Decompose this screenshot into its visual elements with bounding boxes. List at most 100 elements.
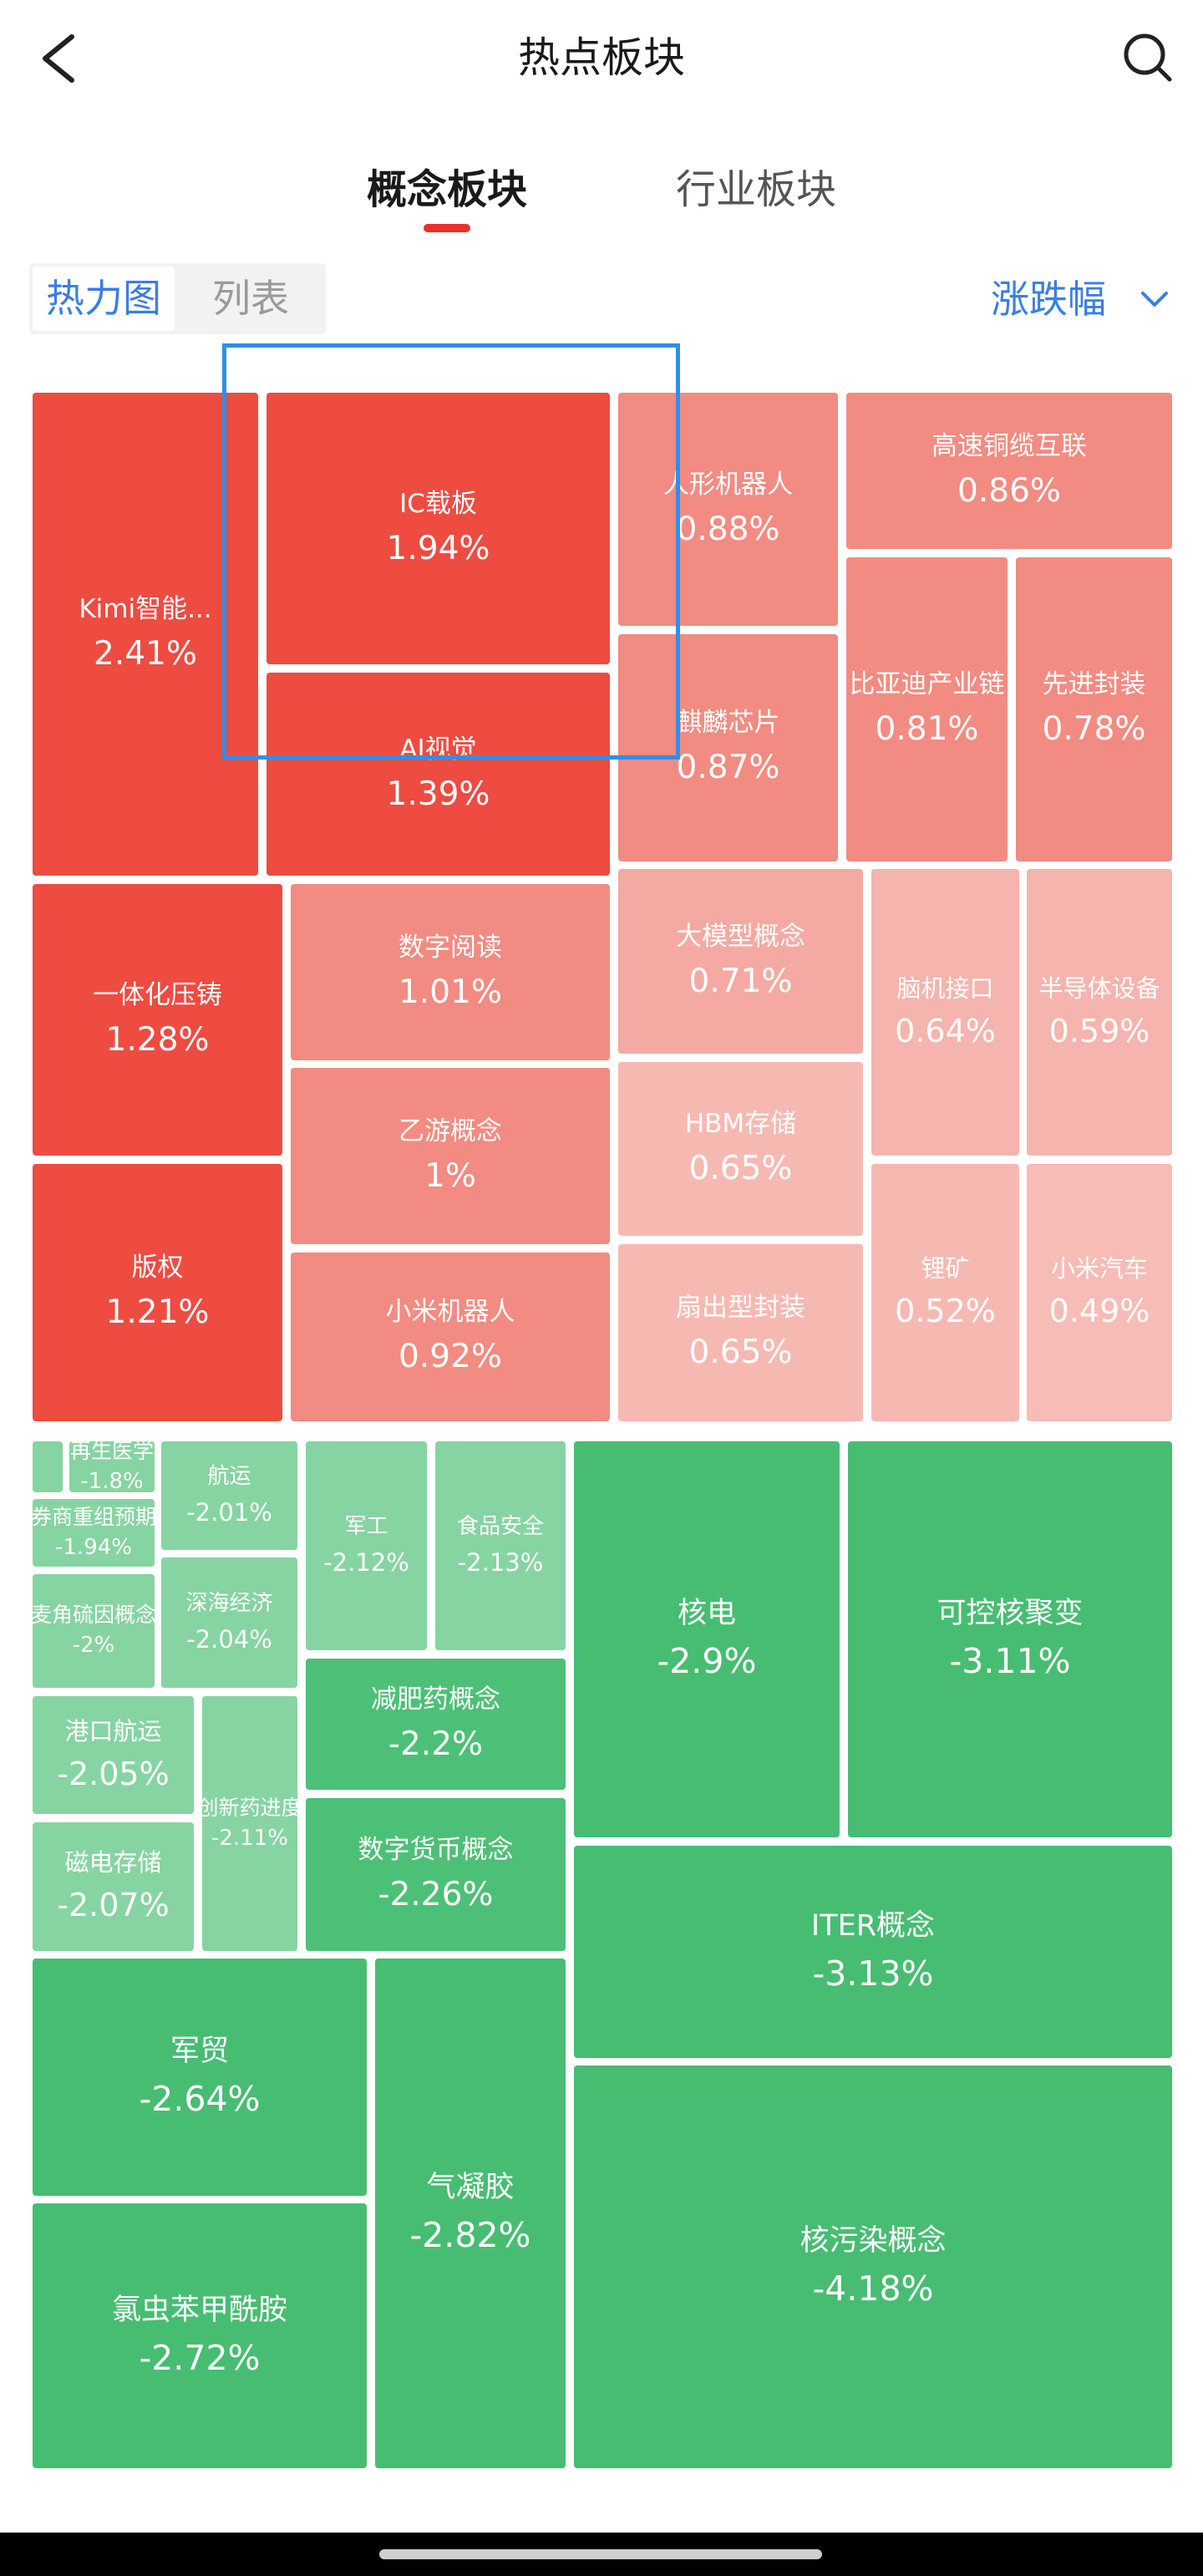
tile-change: 0.65% bbox=[688, 1150, 793, 1188]
tile-change: 1.01% bbox=[398, 973, 502, 1011]
tile-name: 小米机器人 bbox=[385, 1297, 515, 1327]
tile-change: -2.9% bbox=[657, 1641, 757, 1682]
heatmap-tile[interactable]: ITER概念 -3.13% bbox=[574, 1846, 1172, 2058]
heatmap-tile[interactable]: 麒麟芯片 0.87% bbox=[618, 634, 838, 861]
tile-change: -2.26% bbox=[378, 1875, 494, 1913]
heatmap-tile[interactable]: 数字阅读 1.01% bbox=[291, 884, 610, 1060]
heatmap-tile[interactable]: Kimi智能... 2.41% bbox=[33, 393, 258, 876]
chevron-down-icon[interactable] bbox=[1138, 287, 1171, 311]
tile-change: 0.52% bbox=[895, 1293, 996, 1330]
tile-name: 航运 bbox=[207, 1464, 251, 1489]
tile-change: 1% bbox=[424, 1156, 476, 1195]
tile-name: 比亚迪产业链 bbox=[849, 669, 1005, 699]
tile-name: 核电 bbox=[677, 1597, 736, 1631]
page-title: 热点板块 bbox=[518, 33, 685, 82]
heatmap-tile[interactable]: 麦角硫因概念 -2% bbox=[33, 1574, 155, 1688]
heatmap-tile[interactable]: 食品安全 -2.13% bbox=[435, 1441, 566, 1650]
heatmap-tile[interactable]: AI视觉 1.39% bbox=[266, 673, 610, 876]
heatmap-tile[interactable]: 深海经济 -2.04% bbox=[161, 1557, 297, 1688]
tile-name: 可控核聚变 bbox=[937, 1597, 1084, 1631]
tile-name: 扇出型封装 bbox=[676, 1293, 805, 1323]
heatmap-tile[interactable]: 航运 -2.01% bbox=[161, 1441, 297, 1550]
tile-name: 磁电存储 bbox=[64, 1848, 162, 1877]
heatmap-tile[interactable]: 可控核聚变 -3.11% bbox=[848, 1441, 1172, 1837]
heatmap-tile[interactable]: 军工 -2.12% bbox=[306, 1441, 427, 1650]
heatmap-tile[interactable]: 扇出型封装 0.65% bbox=[618, 1244, 863, 1421]
heatmap-tile[interactable]: HBM存储 0.65% bbox=[618, 1062, 863, 1236]
tile-name: HBM存储 bbox=[684, 1109, 797, 1139]
tab-concept-sectors[interactable]: 概念板块 bbox=[366, 166, 527, 213]
tile-name: AI视觉 bbox=[399, 734, 477, 765]
tile-change: -2.04% bbox=[186, 1625, 272, 1654]
tile-change: -2.13% bbox=[457, 1548, 544, 1578]
tile-change: -4.18% bbox=[812, 2269, 934, 2309]
back-button[interactable] bbox=[33, 28, 87, 89]
heatmap-tile[interactable]: 数字货币概念 -2.26% bbox=[306, 1798, 566, 1951]
tile-change: 1.28% bbox=[105, 1020, 210, 1059]
tile-name: 港口航运 bbox=[64, 1716, 162, 1745]
heatmap-tile[interactable]: 高速铜缆互联 0.86% bbox=[846, 393, 1172, 549]
heatmap-tile[interactable]: 氯虫苯甲酰胺 -2.72% bbox=[33, 2203, 367, 2468]
heatmap-tile[interactable]: 再生医学 -1.8% bbox=[69, 1441, 155, 1492]
tile-name: 军工 bbox=[344, 1514, 388, 1539]
home-indicator[interactable] bbox=[379, 2549, 822, 2559]
heatmap-tile[interactable]: 小米汽车 0.49% bbox=[1027, 1164, 1172, 1421]
heatmap-tile[interactable]: 创新药进度 -2.11% bbox=[202, 1696, 297, 1951]
heatmap-tile[interactable]: 军贸 -2.64% bbox=[33, 1959, 367, 2196]
heatmap-tile[interactable]: 人形机器人 0.88% bbox=[618, 393, 838, 626]
tile-change: 0.49% bbox=[1048, 1293, 1150, 1330]
tile-name: 数字阅读 bbox=[398, 932, 502, 963]
toggle-list[interactable]: 列表 bbox=[212, 276, 289, 321]
heatmap-tile[interactable]: 版权 1.21% bbox=[33, 1164, 282, 1421]
heatmap-tile[interactable]: 一体化压铸 1.28% bbox=[33, 884, 282, 1156]
tile-change: -2.01% bbox=[186, 1498, 272, 1527]
tile-name: 深海经济 bbox=[185, 1591, 273, 1616]
tile-name: 高速铜缆互联 bbox=[931, 430, 1087, 461]
tile-name: 券商重组预期 bbox=[33, 1504, 155, 1529]
heatmap-tile[interactable]: IC载板 1.94% bbox=[266, 393, 610, 664]
tile-name: 锂矿 bbox=[921, 1254, 970, 1283]
heatmap-tile[interactable]: 减肥药概念 -2.2% bbox=[306, 1659, 566, 1790]
tile-name: 麦角硫因概念 bbox=[33, 1603, 155, 1628]
tile-name: 脑机接口 bbox=[896, 973, 994, 1003]
tile-change: 1.21% bbox=[105, 1293, 210, 1332]
active-tab-indicator bbox=[424, 224, 470, 232]
tab-industry-sectors[interactable]: 行业板块 bbox=[675, 166, 836, 213]
tile-change: -2.12% bbox=[323, 1548, 409, 1578]
search-button[interactable] bbox=[1114, 25, 1181, 92]
tile-change: -2.72% bbox=[139, 2337, 261, 2378]
heatmap-tile[interactable]: 半导体设备 0.59% bbox=[1027, 869, 1172, 1156]
tile-change: -2.82% bbox=[409, 2215, 531, 2256]
tile-change: -1.8% bbox=[80, 1468, 144, 1492]
tile-name: 大模型概念 bbox=[676, 921, 805, 952]
heatmap-tile[interactable]: 券商重组预期 -1.94% bbox=[33, 1499, 155, 1567]
tile-change: -2.64% bbox=[139, 2079, 261, 2120]
tile-name: 一体化压铸 bbox=[93, 979, 222, 1010]
tile-change: 0.65% bbox=[688, 1334, 793, 1372]
heatmap-tile[interactable]: 气凝胶 -2.82% bbox=[375, 1959, 566, 2468]
tile-name: 小米汽车 bbox=[1050, 1254, 1148, 1283]
heatmap-tile[interactable]: 比亚迪产业链 0.81% bbox=[846, 557, 1008, 861]
heatmap-tile[interactable]: 小米机器人 0.92% bbox=[291, 1252, 610, 1421]
heatmap-tile[interactable]: 脑机接口 0.64% bbox=[871, 869, 1019, 1156]
heatmap-tile[interactable] bbox=[33, 1441, 63, 1492]
tile-name: Kimi智能... bbox=[79, 594, 212, 624]
tile-change: 0.64% bbox=[895, 1012, 996, 1049]
heatmap-tile[interactable]: 乙游概念 1% bbox=[291, 1068, 610, 1244]
heatmap-tile[interactable]: 锂矿 0.52% bbox=[871, 1164, 1019, 1421]
sort-by-change-dropdown[interactable]: 涨跌幅 bbox=[991, 277, 1106, 322]
tile-change: 0.87% bbox=[676, 749, 780, 787]
tile-change: -2% bbox=[72, 1633, 115, 1659]
heatmap-tile[interactable]: 先进封装 0.78% bbox=[1016, 557, 1172, 861]
heatmap-tile[interactable]: 核污染概念 -4.18% bbox=[574, 2065, 1172, 2468]
toggle-heatmap[interactable]: 热力图 bbox=[33, 267, 175, 331]
heatmap-tile[interactable]: 核电 -2.9% bbox=[574, 1441, 840, 1837]
tile-name: 军贸 bbox=[170, 2035, 229, 2069]
tile-change: 0.92% bbox=[398, 1338, 502, 1376]
heatmap-tile[interactable]: 港口航运 -2.05% bbox=[33, 1696, 194, 1814]
heatmap-tile[interactable]: 大模型概念 0.71% bbox=[618, 869, 863, 1054]
tile-name: 氯虫苯甲酰胺 bbox=[111, 2293, 287, 2327]
heatmap-tile[interactable]: 磁电存储 -2.07% bbox=[33, 1822, 194, 1951]
tile-change: 0.71% bbox=[688, 962, 793, 1000]
tile-change: -2.07% bbox=[57, 1887, 170, 1924]
